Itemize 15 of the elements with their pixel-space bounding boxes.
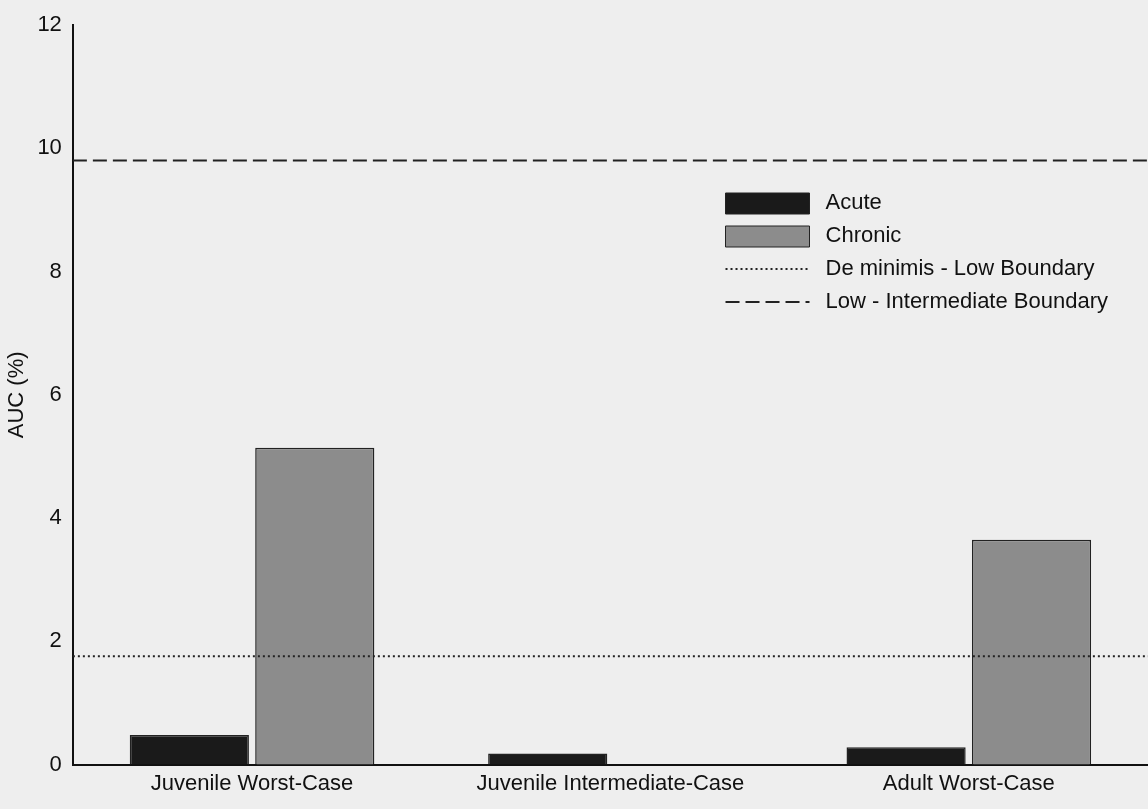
legend-label: Low - Intermediate Boundary (825, 288, 1109, 314)
y-tick-label: 12 (37, 11, 62, 37)
legend-label: Acute (825, 189, 882, 215)
x-tick-label: Juvenile Worst-Case (150, 769, 354, 795)
y-tick-label: 4 (49, 504, 62, 530)
legend-label: De minimis - Low Boundary (825, 255, 1095, 281)
y-tick-label: 8 (49, 257, 62, 283)
legend-label: Chronic (825, 222, 902, 248)
y-tick-label: 0 (49, 750, 62, 776)
y-tick-label: 10 (37, 134, 62, 160)
y-tick-label: 6 (49, 380, 62, 406)
y-tick-label: 2 (49, 627, 62, 653)
y-axis-title: AUC (%) (3, 351, 29, 439)
x-tick-label: Adult Worst-Case (882, 769, 1055, 795)
x-tick-label: Juvenile Intermediate-Case (476, 769, 745, 795)
